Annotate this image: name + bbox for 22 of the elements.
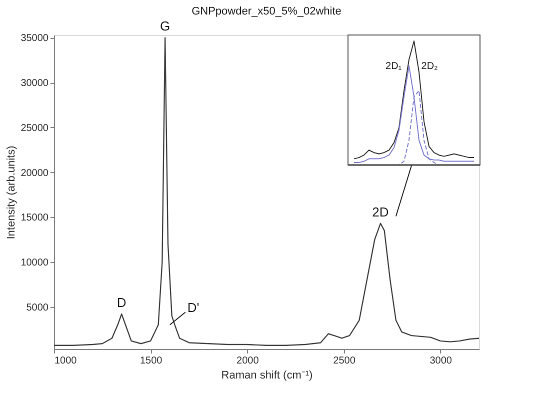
- x-tick-label: 1500: [140, 356, 163, 366]
- annotation: 2D: [372, 204, 389, 220]
- annotation: 2D₂: [421, 60, 438, 72]
- y-tick-label: 10000: [20, 257, 49, 268]
- x-tick-label: 3000: [430, 356, 452, 366]
- annotation: 2D₁: [386, 60, 402, 72]
- annotation: D: [116, 295, 126, 310]
- chart-title: GNPpowder_x50_5%_02white: [192, 6, 342, 18]
- y-tick-label: 20000: [20, 168, 49, 179]
- y-tick-label: 15000: [20, 212, 49, 224]
- x-tick-label: 1000: [54, 356, 78, 366]
- annotation: G: [160, 18, 170, 34]
- x-tick-label: 2000: [236, 356, 260, 366]
- y-tick-label: 25000: [20, 122, 49, 134]
- y-tick-label: 30000: [20, 78, 49, 90]
- line-series: [53, 37, 480, 346]
- x-axis-title: Raman shift (cm⁻¹): [221, 370, 313, 382]
- y-axis-title: Intensity (arb.units): [6, 146, 18, 240]
- x-tick-label: 2500: [333, 356, 356, 366]
- y-tick-label: 35000: [20, 33, 49, 44]
- annotation: D': [187, 300, 200, 316]
- y-tick-label: 5000: [26, 302, 49, 314]
